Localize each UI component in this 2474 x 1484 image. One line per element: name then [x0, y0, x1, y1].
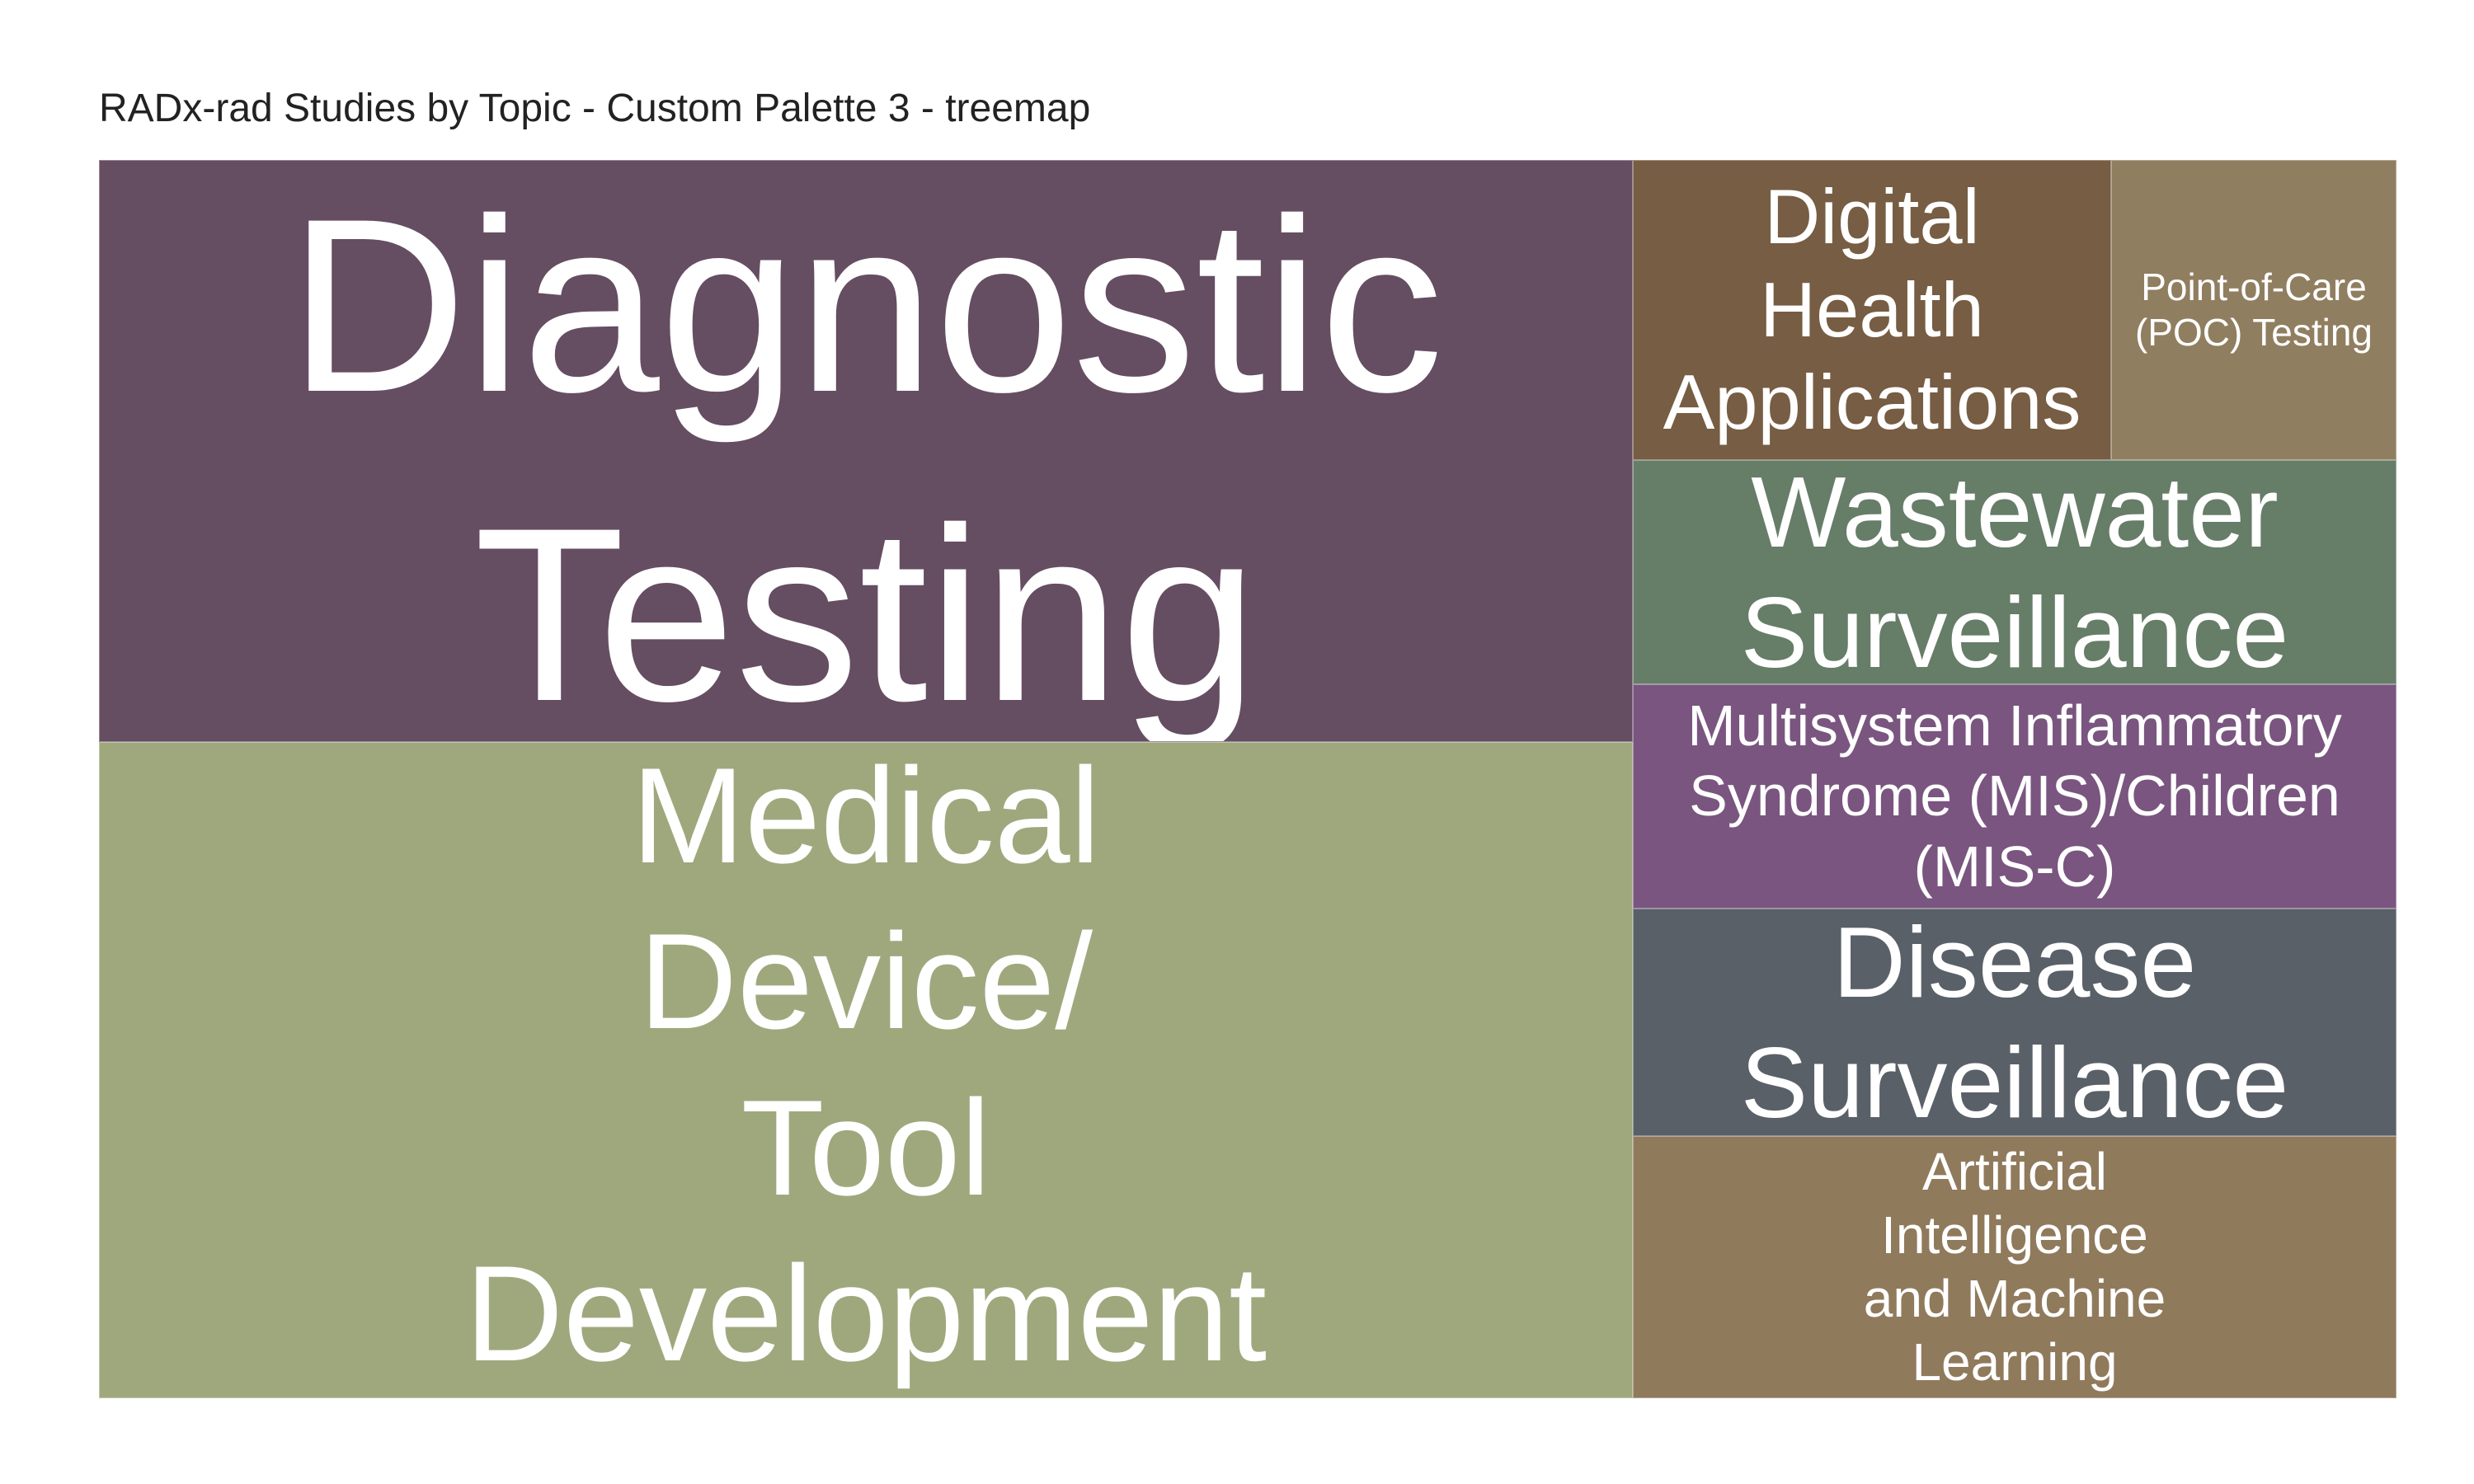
tile-label: Diagnostic Testing	[288, 167, 1444, 742]
tile-wastewater-surveillance: Wastewater Surveillance	[1633, 460, 2396, 684]
tile-medical-device-tool-development: Medical Device/ Tool Development	[99, 742, 1633, 1398]
tile-label: Multisystem Inflammatory Syndrome (MIS)/…	[1687, 693, 2342, 899]
tile-digital-health-applications: Digital Health Applications	[1633, 160, 2111, 460]
chart-title: RADx-rad Studies by Topic - Custom Palet…	[99, 87, 1091, 130]
tile-diagnostic-testing: Diagnostic Testing	[99, 160, 1633, 742]
tile-label: Artificial Intelligence and Machine Lear…	[1863, 1142, 2166, 1392]
tile-multisystem-inflammatory-syndrome: Multisystem Inflammatory Syndrome (MIS)/…	[1633, 684, 2396, 909]
tile-point-of-care-testing: Point-of-Care (POC) Testing	[2111, 160, 2396, 460]
tile-label: Point-of-Care (POC) Testing	[2134, 265, 2373, 354]
tile-label: Medical Device/ Tool Development	[464, 742, 1268, 1389]
tile-label: Digital Health Applications	[1663, 172, 2081, 446]
tile-artificial-intelligence-machine-learning: Artificial Intelligence and Machine Lear…	[1633, 1136, 2396, 1398]
tile-label: Wastewater Surveillance	[1740, 460, 2289, 684]
tile-disease-surveillance: Disease Surveillance	[1633, 909, 2396, 1136]
tile-label: Disease Surveillance	[1740, 909, 2289, 1136]
